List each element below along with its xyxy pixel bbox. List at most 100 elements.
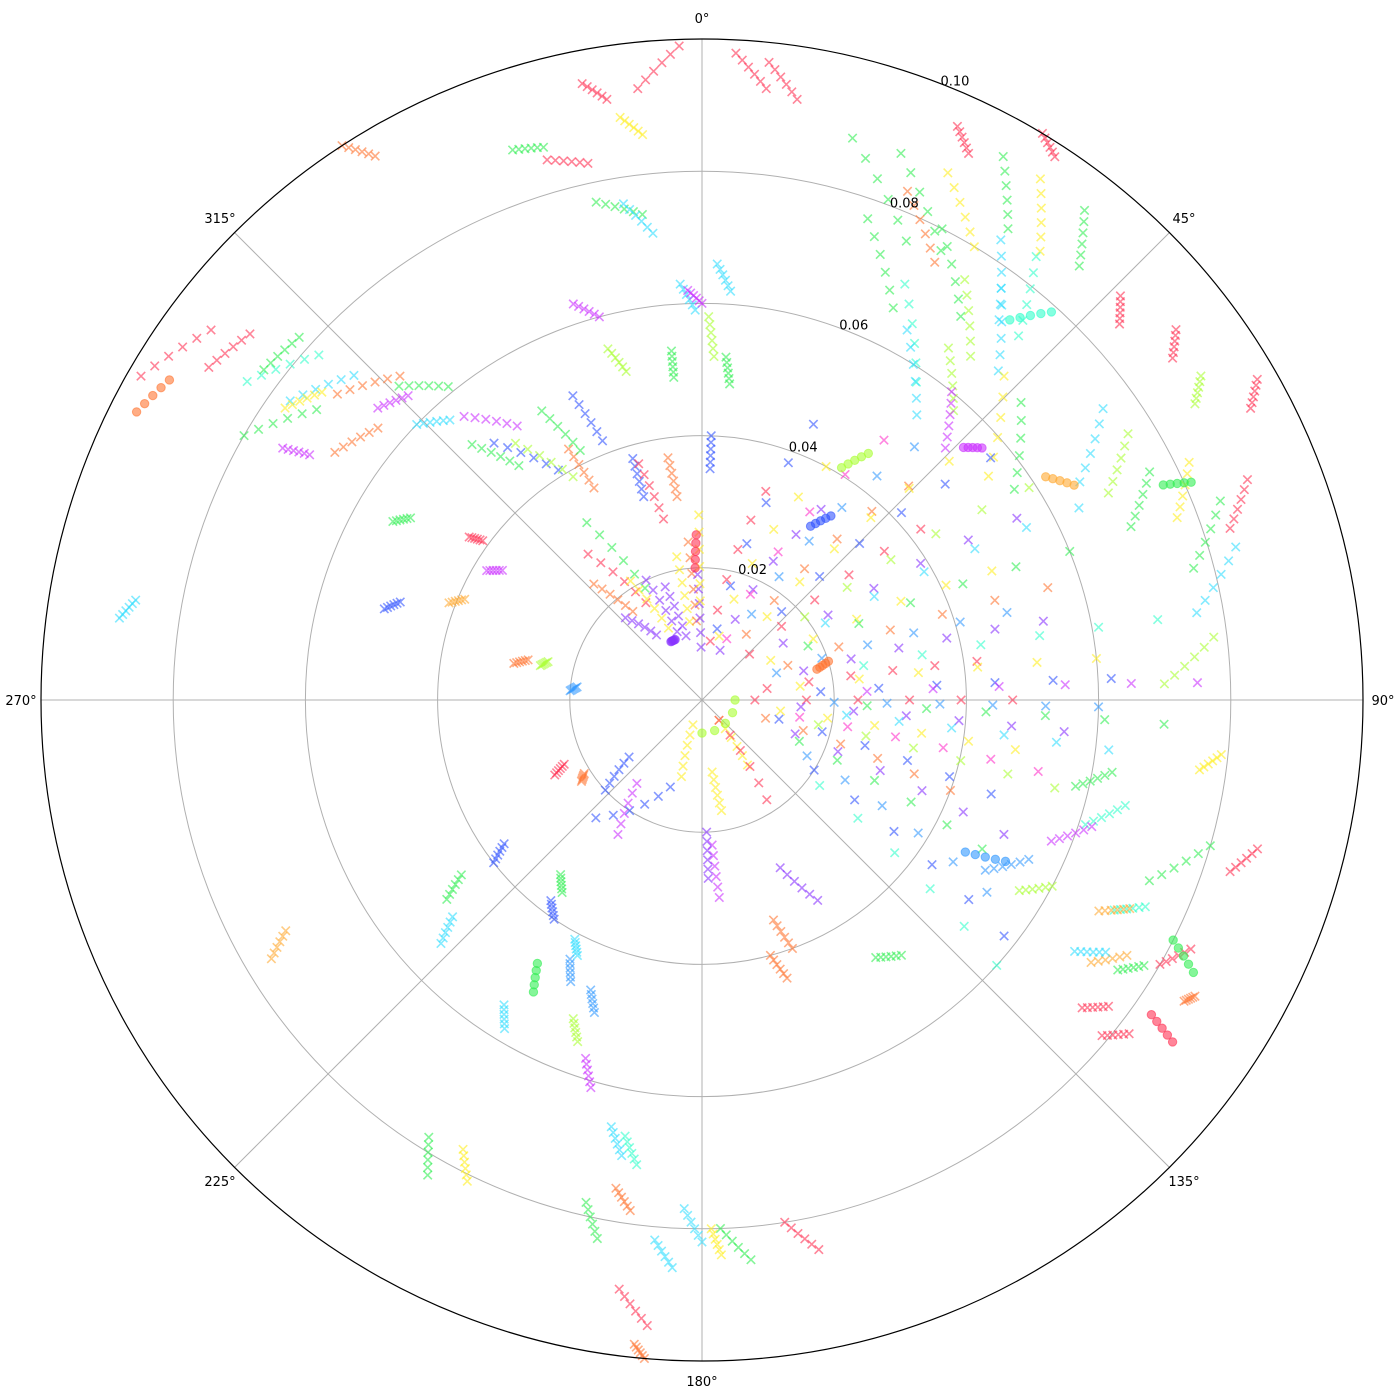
data-point bbox=[546, 899, 557, 910]
data-point bbox=[795, 681, 805, 691]
data-point bbox=[139, 398, 150, 409]
data-point bbox=[712, 882, 723, 892]
data-point bbox=[955, 311, 966, 322]
data-point bbox=[1064, 546, 1075, 557]
data-point bbox=[820, 618, 831, 628]
data-point bbox=[803, 641, 813, 651]
data-point bbox=[890, 732, 901, 742]
data-point bbox=[1007, 695, 1018, 705]
data-point bbox=[1041, 472, 1051, 482]
data-point bbox=[481, 414, 491, 425]
data-point bbox=[976, 640, 986, 650]
data-point bbox=[663, 453, 673, 463]
data-point bbox=[702, 836, 712, 847]
data-point bbox=[514, 460, 524, 471]
data-point bbox=[1242, 474, 1253, 485]
data-point bbox=[1146, 1009, 1157, 1020]
data-point bbox=[814, 780, 825, 791]
data-point bbox=[959, 137, 970, 148]
data-point bbox=[245, 329, 255, 339]
data-point bbox=[886, 554, 896, 565]
data-point bbox=[256, 370, 267, 380]
data-point bbox=[1080, 819, 1091, 830]
data-point bbox=[131, 407, 142, 417]
data-point bbox=[1138, 489, 1148, 500]
data-point bbox=[936, 245, 946, 256]
data-point bbox=[579, 768, 590, 779]
data-point bbox=[1104, 745, 1114, 755]
data-point bbox=[629, 569, 640, 579]
data-point bbox=[364, 427, 374, 438]
data-point bbox=[987, 566, 997, 576]
data-point bbox=[631, 1159, 642, 1170]
data-point bbox=[575, 445, 586, 456]
data-point bbox=[422, 1170, 433, 1180]
radial-tick-label: 0.04 bbox=[789, 441, 818, 456]
data-point bbox=[1126, 678, 1137, 689]
data-point bbox=[1181, 856, 1191, 866]
data-point bbox=[879, 546, 890, 557]
data-point bbox=[613, 829, 623, 840]
data-point bbox=[1098, 403, 1108, 414]
data-point bbox=[1012, 513, 1022, 523]
data-point bbox=[220, 348, 230, 359]
data-point bbox=[1099, 714, 1110, 725]
data-point bbox=[640, 583, 650, 593]
data-point bbox=[761, 83, 772, 94]
data-point bbox=[970, 543, 980, 554]
data-point bbox=[900, 279, 910, 289]
theta-tick-label: 270° bbox=[5, 694, 36, 709]
data-point bbox=[925, 243, 936, 253]
data-point bbox=[1013, 331, 1024, 341]
data-point bbox=[638, 491, 649, 502]
data-point bbox=[981, 707, 991, 717]
data-point bbox=[804, 677, 814, 687]
data-point bbox=[505, 456, 515, 466]
data-point bbox=[656, 1246, 667, 1256]
data-point bbox=[697, 728, 707, 738]
data-point bbox=[916, 728, 927, 738]
data-point bbox=[990, 595, 1000, 606]
data-point bbox=[860, 740, 870, 751]
data-point bbox=[476, 443, 487, 454]
polar-frame bbox=[40, 38, 1364, 1362]
data-point bbox=[528, 453, 539, 463]
data-point bbox=[1032, 657, 1042, 668]
data-point bbox=[990, 854, 1001, 864]
data-point bbox=[697, 1237, 707, 1247]
data-point bbox=[491, 416, 502, 426]
data-point bbox=[458, 1144, 468, 1155]
data-point bbox=[499, 1000, 509, 1010]
data-point bbox=[1144, 875, 1155, 886]
data-point bbox=[660, 582, 670, 592]
data-point bbox=[330, 447, 340, 458]
data-point bbox=[579, 304, 589, 314]
data-point bbox=[149, 361, 160, 371]
data-point bbox=[771, 668, 782, 678]
data-point bbox=[566, 156, 577, 167]
data-point bbox=[499, 838, 509, 849]
data-point bbox=[464, 532, 474, 542]
data-point bbox=[1021, 299, 1032, 310]
data-point bbox=[914, 187, 925, 197]
data-point bbox=[1003, 224, 1013, 234]
data-point bbox=[494, 565, 505, 576]
data-point bbox=[1040, 710, 1051, 721]
data-point bbox=[532, 958, 543, 969]
data-point bbox=[686, 1217, 696, 1227]
data-point bbox=[587, 85, 597, 95]
angular-gridline bbox=[234, 232, 703, 701]
data-point bbox=[332, 389, 343, 399]
data-point bbox=[586, 417, 596, 428]
data-point bbox=[516, 447, 526, 458]
data-point bbox=[1251, 380, 1261, 391]
data-point bbox=[1014, 450, 1025, 461]
data-point bbox=[1210, 510, 1221, 520]
data-point bbox=[1078, 825, 1089, 835]
data-point bbox=[1152, 614, 1163, 625]
data-point bbox=[1188, 563, 1199, 574]
data-point bbox=[696, 642, 706, 652]
data-point bbox=[542, 155, 552, 165]
data-point bbox=[574, 399, 584, 410]
data-point bbox=[917, 650, 927, 660]
